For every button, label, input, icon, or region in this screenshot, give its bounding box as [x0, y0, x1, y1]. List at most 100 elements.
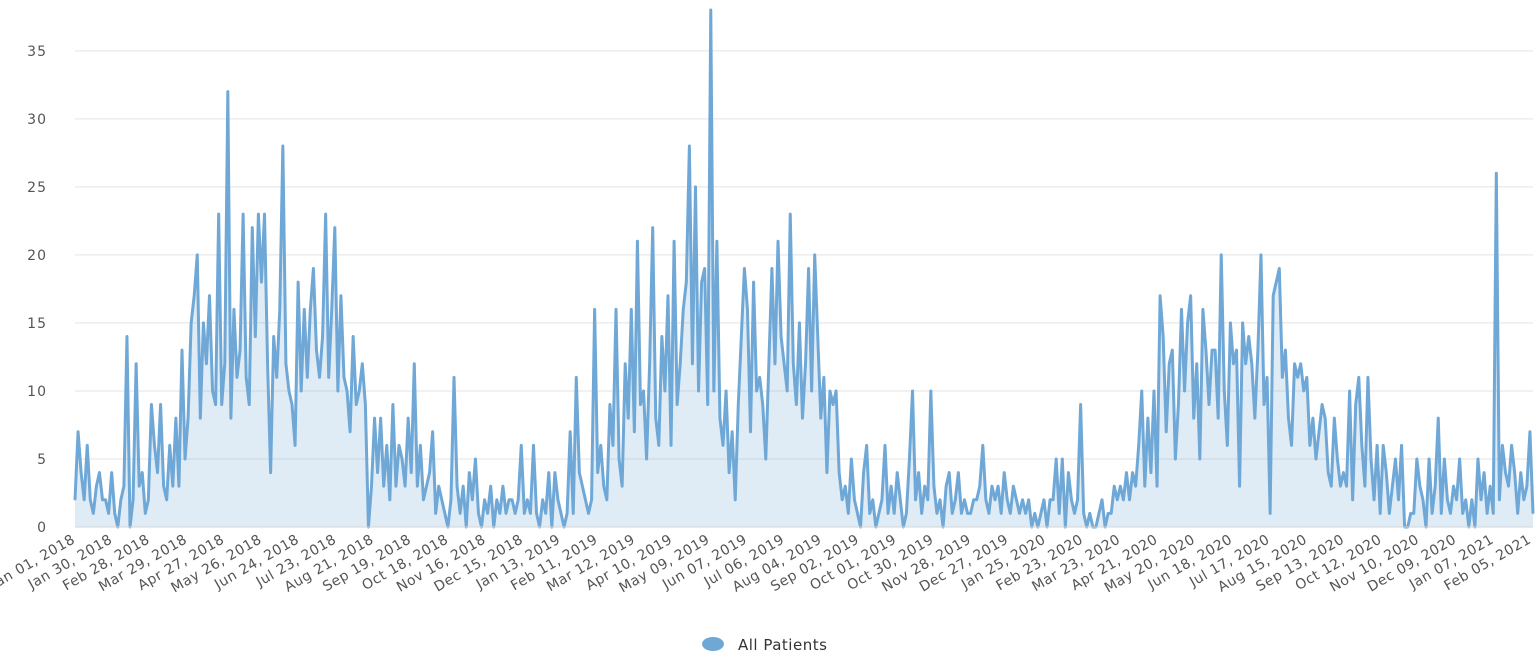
data-point[interactable]: [291, 403, 293, 406]
data-point[interactable]: [526, 498, 529, 501]
data-point[interactable]: [404, 485, 406, 487]
data-point[interactable]: [1131, 471, 1134, 474]
data-point[interactable]: [1156, 485, 1158, 487]
data-point[interactable]: [676, 403, 678, 406]
data-point[interactable]: [1431, 512, 1433, 515]
data-point[interactable]: [1186, 322, 1189, 324]
data-point[interactable]: [1284, 349, 1287, 351]
data-point[interactable]: [1391, 485, 1394, 487]
data-point[interactable]: [768, 362, 770, 365]
data-point[interactable]: [648, 362, 651, 365]
data-point[interactable]: [1357, 376, 1360, 379]
data-point[interactable]: [1455, 498, 1458, 501]
data-point[interactable]: [1434, 485, 1436, 487]
data-point[interactable]: [1336, 458, 1339, 460]
data-point[interactable]: [1171, 349, 1174, 351]
data-point[interactable]: [865, 444, 868, 447]
data-point[interactable]: [477, 512, 480, 515]
data-point[interactable]: [596, 471, 599, 474]
data-point[interactable]: [1492, 512, 1495, 515]
data-point[interactable]: [1079, 403, 1082, 406]
data-point[interactable]: [358, 390, 361, 392]
data-point[interactable]: [80, 471, 82, 474]
data-point[interactable]: [914, 498, 917, 501]
data-point[interactable]: [315, 349, 318, 351]
data-point[interactable]: [1052, 498, 1054, 501]
data-point[interactable]: [1250, 362, 1253, 365]
data-point[interactable]: [77, 430, 79, 433]
data-point[interactable]: [468, 471, 471, 474]
data-point[interactable]: [395, 485, 397, 487]
data-point[interactable]: [144, 512, 147, 515]
data-point[interactable]: [104, 498, 107, 501]
data-point[interactable]: [1162, 335, 1164, 338]
data-point[interactable]: [703, 267, 706, 270]
data-point[interactable]: [1367, 376, 1369, 379]
data-point[interactable]: [985, 498, 987, 501]
data-point[interactable]: [1226, 444, 1229, 447]
data-point[interactable]: [260, 281, 263, 283]
data-point[interactable]: [654, 417, 657, 419]
data-point[interactable]: [658, 444, 660, 447]
data-point[interactable]: [496, 498, 498, 501]
data-point[interactable]: [278, 308, 281, 311]
data-point[interactable]: [1379, 512, 1381, 515]
data-point[interactable]: [685, 281, 688, 283]
data-point[interactable]: [612, 444, 614, 447]
data-point[interactable]: [1067, 471, 1070, 474]
data-point[interactable]: [777, 240, 779, 243]
data-point[interactable]: [896, 471, 899, 474]
data-point[interactable]: [227, 90, 229, 93]
data-point[interactable]: [856, 512, 859, 515]
data-point[interactable]: [413, 362, 416, 365]
data-point[interactable]: [361, 362, 364, 365]
data-point[interactable]: [1419, 485, 1421, 487]
data-point[interactable]: [74, 498, 76, 501]
data-point[interactable]: [529, 512, 532, 515]
data-point[interactable]: [1385, 471, 1388, 474]
data-point[interactable]: [202, 322, 205, 324]
data-point[interactable]: [1330, 485, 1333, 487]
data-point[interactable]: [101, 498, 104, 501]
data-point[interactable]: [621, 485, 623, 487]
data-point[interactable]: [771, 267, 773, 270]
data-point[interactable]: [1208, 403, 1210, 406]
data-point[interactable]: [1351, 498, 1354, 501]
data-point[interactable]: [1199, 458, 1201, 460]
data-point[interactable]: [1275, 281, 1278, 283]
data-point[interactable]: [376, 471, 379, 474]
data-point[interactable]: [431, 430, 434, 433]
data-point[interactable]: [1501, 444, 1504, 447]
data-point[interactable]: [764, 458, 767, 460]
data-point[interactable]: [1519, 471, 1522, 474]
data-point[interactable]: [1312, 417, 1314, 419]
data-point[interactable]: [483, 498, 486, 501]
data-point[interactable]: [722, 444, 724, 447]
data-point[interactable]: [437, 485, 440, 487]
legend[interactable]: All Patients: [702, 636, 827, 654]
data-point[interactable]: [602, 485, 605, 487]
data-point[interactable]: [1382, 444, 1385, 447]
data-point[interactable]: [1394, 458, 1397, 460]
data-point[interactable]: [697, 390, 700, 392]
data-point[interactable]: [963, 498, 966, 501]
data-point[interactable]: [1370, 458, 1372, 460]
data-point[interactable]: [801, 417, 804, 419]
data-point[interactable]: [1409, 512, 1412, 515]
data-point[interactable]: [581, 485, 584, 487]
data-point[interactable]: [1003, 471, 1006, 474]
data-point[interactable]: [991, 485, 993, 487]
data-point[interactable]: [890, 485, 892, 487]
data-point[interactable]: [1043, 498, 1045, 501]
data-point[interactable]: [835, 390, 837, 392]
data-point[interactable]: [841, 498, 844, 501]
data-point[interactable]: [1299, 362, 1302, 365]
data-point[interactable]: [994, 498, 996, 501]
data-point[interactable]: [829, 390, 831, 392]
data-point[interactable]: [181, 349, 183, 351]
data-point[interactable]: [755, 390, 758, 392]
data-point[interactable]: [569, 430, 571, 433]
data-point[interactable]: [1009, 512, 1012, 515]
data-point[interactable]: [881, 498, 883, 501]
data-point[interactable]: [1342, 471, 1345, 474]
